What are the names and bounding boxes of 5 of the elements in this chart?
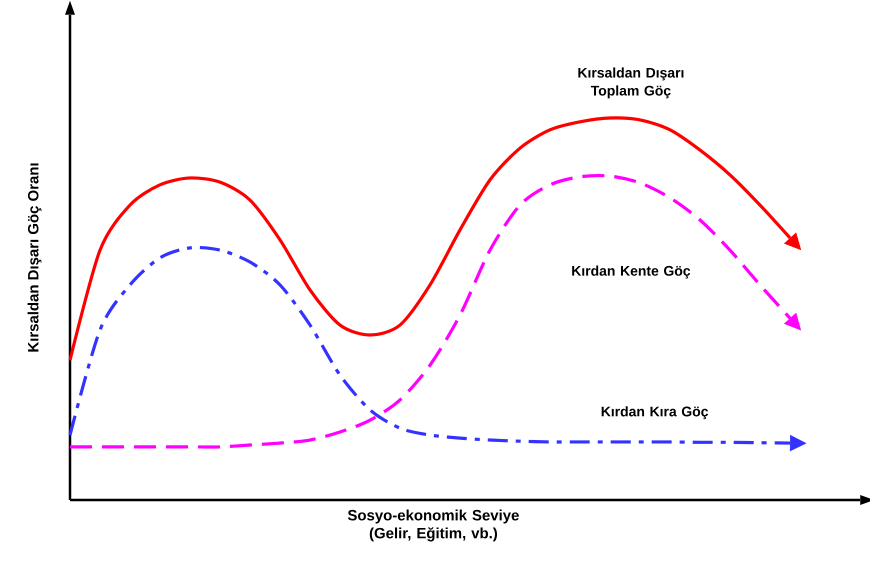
series-label: Kırsaldan Dışarı Toplam Göç bbox=[578, 67, 684, 98]
y-axis-title: Kırsaldan Dışarı Göç Oranı bbox=[28, 163, 42, 352]
x-axis-title: Sosyo-ekonomik Seviye (Gelir, Eğitim, vb.) bbox=[348, 510, 519, 542]
text: Kırdan Kente Göç bbox=[572, 266, 690, 279]
series-label: Kırdan Kıra Göç bbox=[602, 406, 708, 420]
